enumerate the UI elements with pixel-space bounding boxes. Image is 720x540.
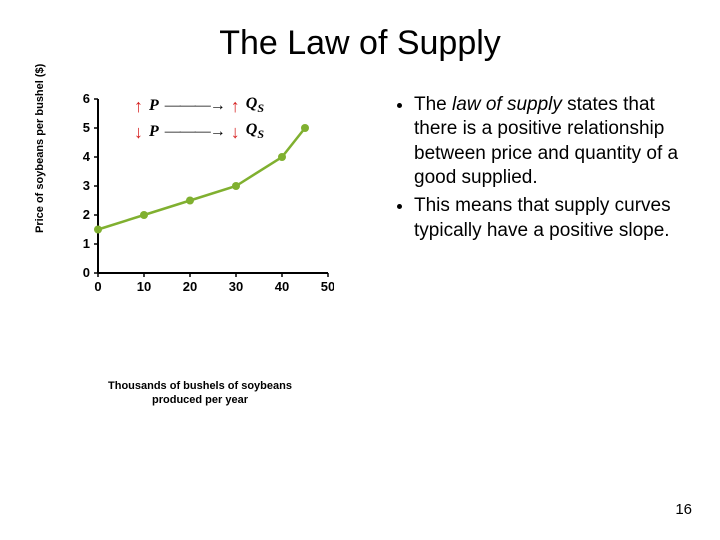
right-arrow-icon: ———→ (165, 97, 225, 115)
svg-text:6: 6 (83, 93, 90, 106)
up-arrow-icon: ↑ (134, 97, 143, 115)
page-number: 16 (675, 501, 692, 518)
svg-text:1: 1 (83, 236, 90, 251)
svg-text:0: 0 (94, 279, 101, 294)
svg-text:2: 2 (83, 207, 90, 222)
legend-q: QS (246, 121, 264, 142)
chart-column: Price of soybeans per bushel ($) 0123456… (40, 93, 360, 408)
legend-row-2: ↓ P ———→ ↓ QS (134, 121, 264, 142)
text-column: The law of supply states that there is a… (392, 93, 690, 247)
right-arrow-icon: ———→ (165, 123, 225, 141)
svg-text:30: 30 (229, 279, 243, 294)
page-title: The Law of Supply (0, 0, 720, 63)
svg-text:5: 5 (83, 120, 90, 135)
bullet-list: The law of supply states that there is a… (392, 93, 690, 243)
bullet-2: This means that supply curves typically … (414, 194, 690, 243)
svg-text:10: 10 (137, 279, 151, 294)
svg-text:40: 40 (275, 279, 289, 294)
legend-p: P (149, 97, 159, 115)
svg-text:0: 0 (83, 265, 90, 280)
x-axis-label: Thousands of bushels of soybeans produce… (40, 379, 360, 408)
svg-text:3: 3 (83, 178, 90, 193)
content-row: Price of soybeans per bushel ($) 0123456… (0, 93, 720, 408)
down-arrow-icon: ↓ (231, 123, 240, 141)
svg-text:20: 20 (183, 279, 197, 294)
legend-q: QS (246, 95, 264, 116)
chart-plot: 0 1 2 3 4 5 6 0 10 20 30 40 50 ↑ P ———→ ↑ QS ↓ P ———… (74, 93, 334, 306)
up-arrow-icon: ↑ (231, 97, 240, 115)
bullet-1: The law of supply states that there is a… (414, 93, 690, 190)
down-arrow-icon: ↓ (134, 123, 143, 141)
svg-text:50: 50 (321, 279, 334, 294)
legend-row-1: ↑ P ———→ ↑ QS (134, 95, 264, 116)
legend-p: P (149, 123, 159, 141)
svg-text:4: 4 (83, 149, 91, 164)
chart-wrap: Price of soybeans per bushel ($) 0123456… (40, 93, 360, 373)
y-axis-label: Price of soybeans per bushel ($) (34, 64, 46, 233)
